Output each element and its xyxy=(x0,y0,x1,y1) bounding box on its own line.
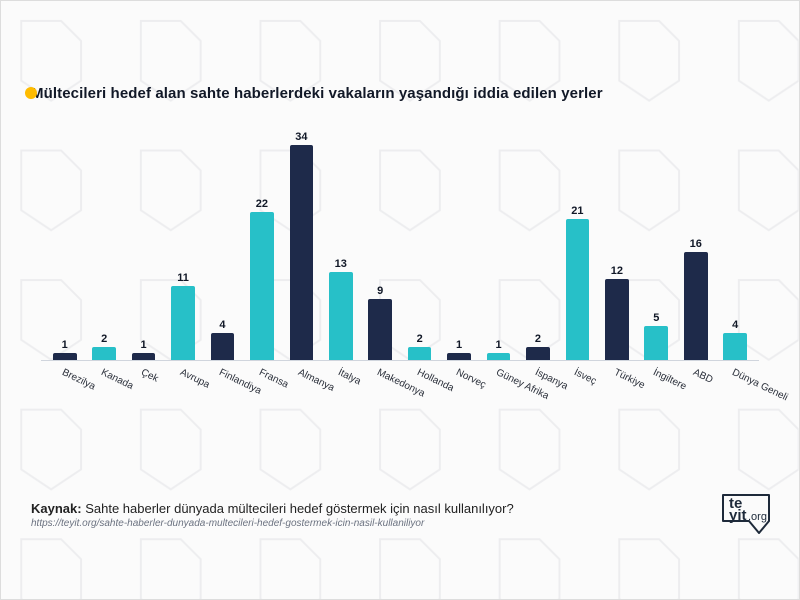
x-label-slot: ABD xyxy=(676,361,715,391)
x-label-slot: Makedonya xyxy=(361,361,400,391)
x-label-slot: Norveç xyxy=(439,361,478,391)
bars-container: 1211142234139211221125164 xyxy=(41,131,759,360)
bar xyxy=(526,347,550,360)
bar-value-label: 12 xyxy=(611,265,623,277)
bar-value-label: 21 xyxy=(571,205,583,217)
bar-slot: 9 xyxy=(361,131,400,360)
bar-slot: 34 xyxy=(282,131,321,360)
logo-text-line2: yit xyxy=(729,507,747,524)
bar-slot: 2 xyxy=(400,131,439,360)
bar-value-label: 4 xyxy=(219,319,225,331)
bar-value-label: 5 xyxy=(653,312,659,324)
logo-text-line3: .org xyxy=(748,511,767,523)
bar-slot: 13 xyxy=(321,131,360,360)
x-axis-labels: BrezilyaKanadaÇekAvrupaFinlandiyaFransaA… xyxy=(41,361,759,391)
bar-slot: 4 xyxy=(715,131,754,360)
x-label-slot: İspanya xyxy=(518,361,557,391)
teyit-logo: te yit .org xyxy=(721,493,771,537)
bar xyxy=(605,279,629,360)
bar-slot: 5 xyxy=(637,131,676,360)
bar-value-label: 9 xyxy=(377,285,383,297)
x-label-slot: Güney Afrika xyxy=(479,361,518,391)
bar xyxy=(211,333,235,360)
bar-value-label: 2 xyxy=(417,333,423,345)
bar-value-label: 22 xyxy=(256,198,268,210)
x-label-slot: Brezilya xyxy=(45,361,84,391)
source-block: Kaynak: Sahte haberler dünyada mültecile… xyxy=(31,501,659,529)
bar-value-label: 1 xyxy=(141,339,147,351)
bar-value-label: 2 xyxy=(535,333,541,345)
bar xyxy=(447,353,471,360)
bar xyxy=(329,272,353,360)
x-label-slot: İsveç xyxy=(558,361,597,391)
source-url: https://teyit.org/sahte-haberler-dunyada… xyxy=(31,518,659,529)
bar-value-label: 11 xyxy=(177,272,189,284)
bar xyxy=(368,299,392,360)
bar-slot: 1 xyxy=(439,131,478,360)
x-label-slot: Almanya xyxy=(282,361,321,391)
bar-value-label: 1 xyxy=(62,339,68,351)
bar xyxy=(487,353,511,360)
bar-slot: 22 xyxy=(242,131,281,360)
x-axis-label: İsveç xyxy=(573,367,599,387)
x-axis-label: İtalya xyxy=(336,367,362,387)
bar-slot: 2 xyxy=(84,131,123,360)
x-axis-label: ABD xyxy=(691,367,714,386)
bar xyxy=(132,353,156,360)
source-text: Sahte haberler dünyada mültecileri hedef… xyxy=(85,501,514,516)
bar-slot: 12 xyxy=(597,131,636,360)
bar-slot: 1 xyxy=(124,131,163,360)
plot-region: 1211142234139211221125164 xyxy=(41,131,759,361)
accent-dot-icon xyxy=(25,87,37,99)
bar xyxy=(644,326,668,360)
bar-slot: 16 xyxy=(676,131,715,360)
bar-slot: 11 xyxy=(163,131,202,360)
bar-value-label: 16 xyxy=(690,238,702,250)
bar xyxy=(290,145,314,360)
bar xyxy=(250,212,274,360)
source-label: Kaynak: xyxy=(31,501,82,516)
source-line: Kaynak: Sahte haberler dünyada mültecile… xyxy=(31,501,659,516)
bar-value-label: 1 xyxy=(495,339,501,351)
x-label-slot: Fransa xyxy=(242,361,281,391)
bar-value-label: 4 xyxy=(732,319,738,331)
x-label-slot: İtalya xyxy=(321,361,360,391)
bar-value-label: 2 xyxy=(101,333,107,345)
bar-slot: 1 xyxy=(479,131,518,360)
bar xyxy=(171,286,195,360)
chart-area: 1211142234139211221125164 BrezilyaKanada… xyxy=(41,131,759,391)
x-axis-label: Dünya Geneli xyxy=(730,367,789,403)
bar-value-label: 34 xyxy=(295,131,307,143)
bar-slot: 4 xyxy=(203,131,242,360)
x-label-slot: Türkiye xyxy=(597,361,636,391)
chart-title: Mültecileri hedef alan sahte haberlerdek… xyxy=(31,85,769,102)
x-label-slot: Avrupa xyxy=(163,361,202,391)
bar xyxy=(684,252,708,360)
bar-slot: 1 xyxy=(45,131,84,360)
x-label-slot: Dünya Geneli xyxy=(715,361,754,391)
bar-slot: 21 xyxy=(558,131,597,360)
bar xyxy=(723,333,747,360)
bar xyxy=(92,347,116,360)
x-label-slot: Hollanda xyxy=(400,361,439,391)
bar-slot: 2 xyxy=(518,131,557,360)
x-label-slot: Finlandiya xyxy=(203,361,242,391)
x-axis-label: Çek xyxy=(139,367,160,385)
x-label-slot: Kanada xyxy=(84,361,123,391)
bar-value-label: 1 xyxy=(456,339,462,351)
bar xyxy=(53,353,77,360)
title-row: Mültecileri hedef alan sahte haberlerdek… xyxy=(31,85,769,102)
bar xyxy=(566,219,590,360)
x-label-slot: Çek xyxy=(124,361,163,391)
bar xyxy=(408,347,432,360)
chart-card: Mültecileri hedef alan sahte haberlerdek… xyxy=(0,0,800,600)
bar-value-label: 13 xyxy=(335,258,347,270)
x-label-slot: İngiltere xyxy=(637,361,676,391)
